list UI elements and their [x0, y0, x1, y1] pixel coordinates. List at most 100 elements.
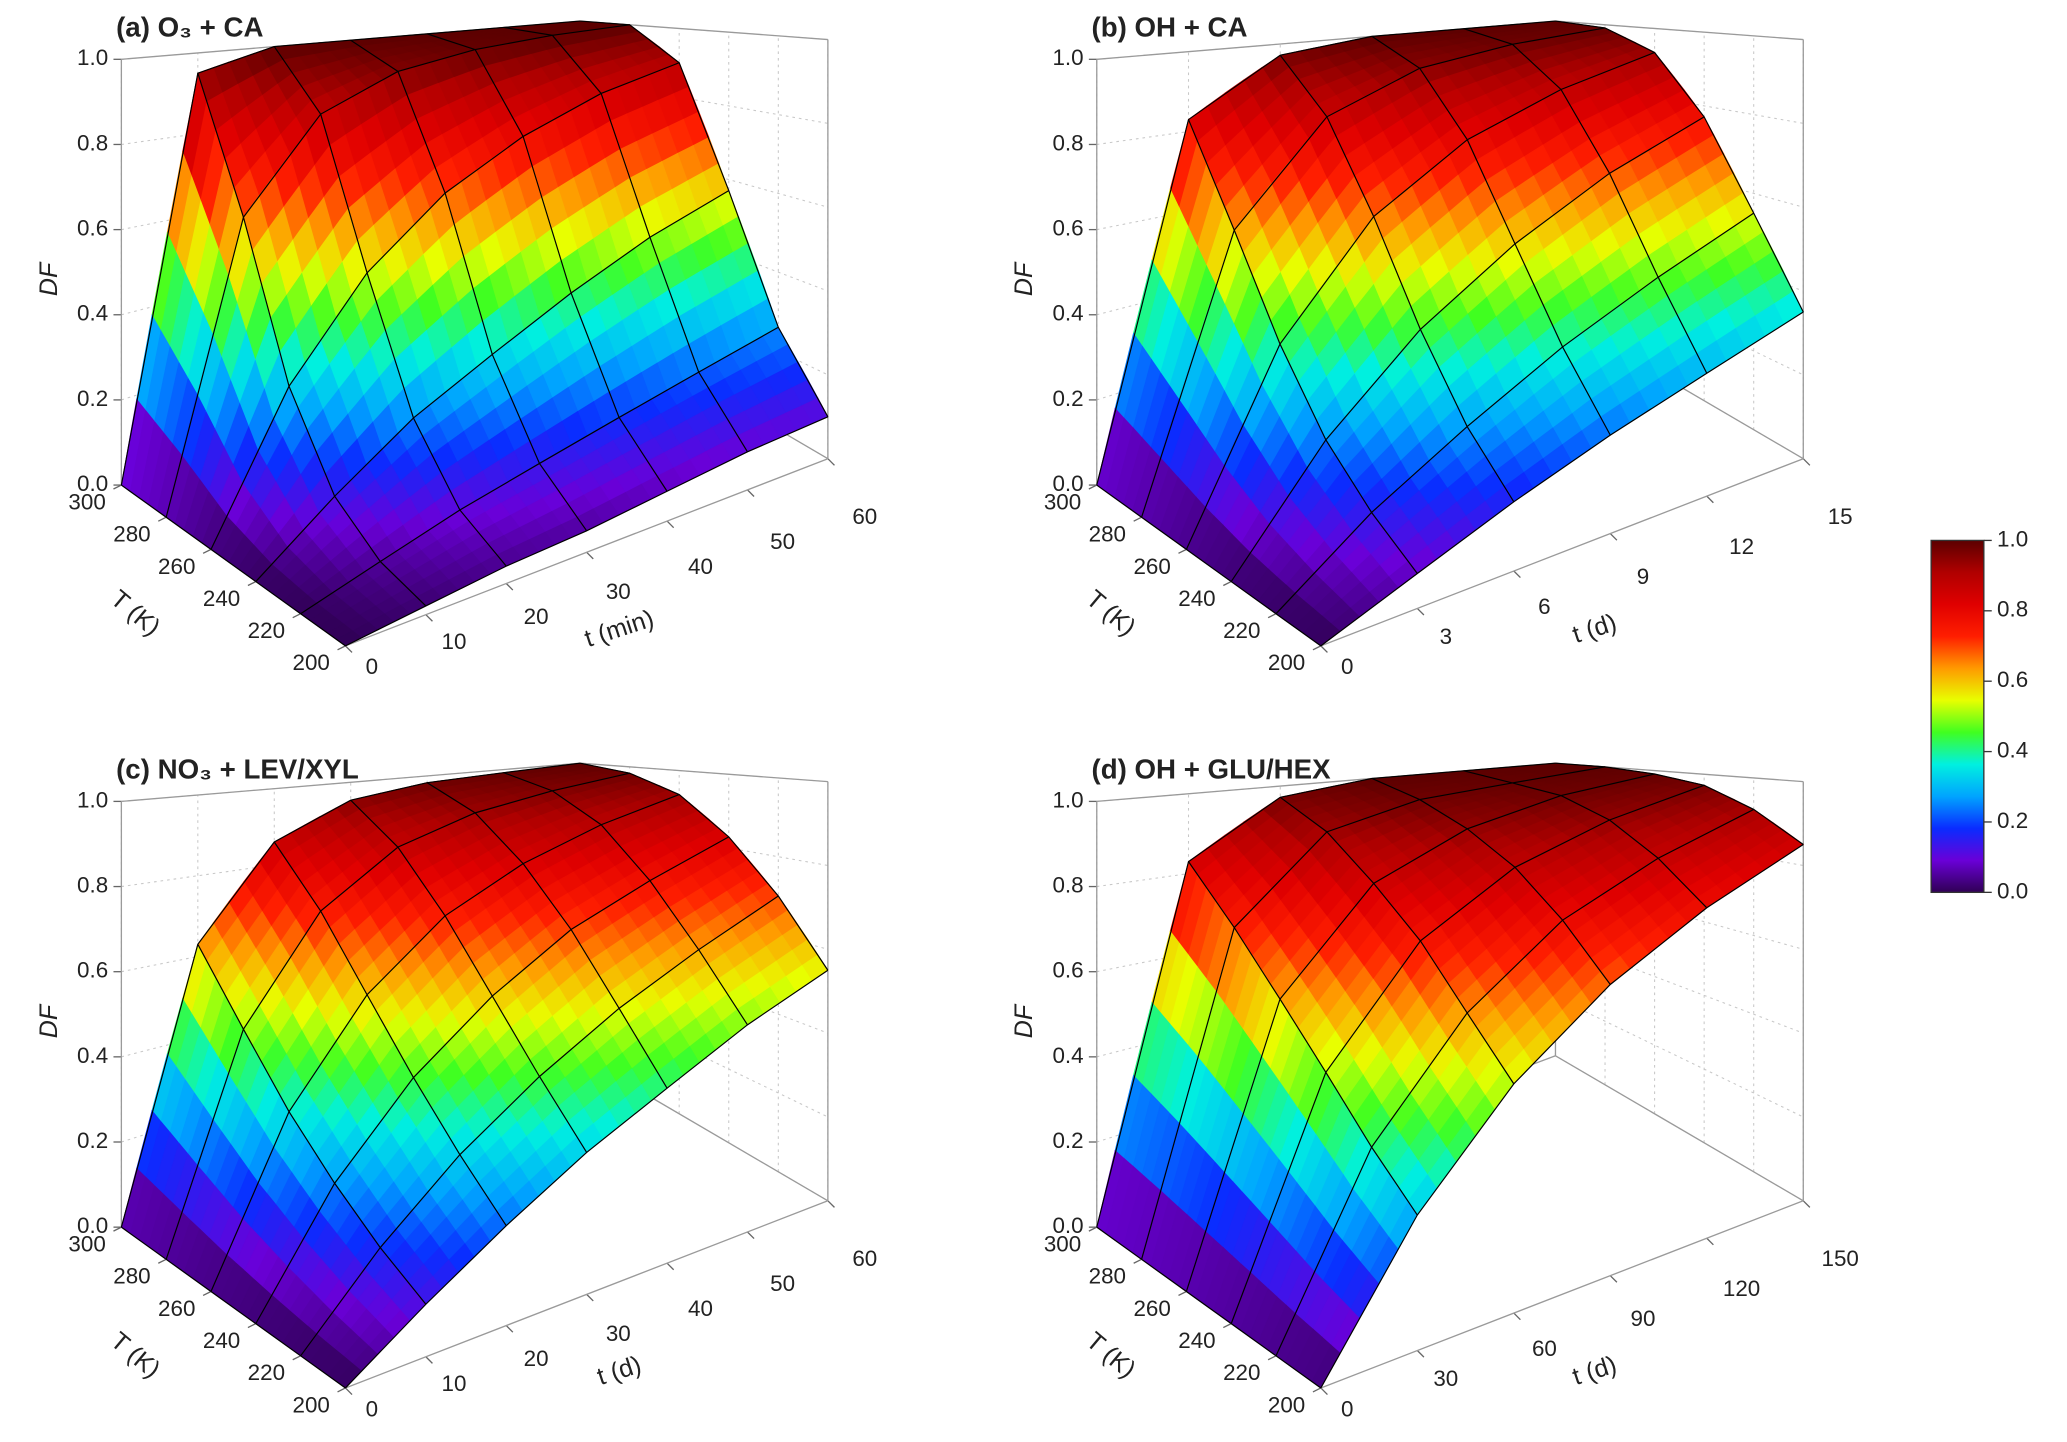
mesh-line	[1096, 484, 1322, 647]
mesh-line	[1371, 777, 1611, 985]
tick-mark	[1267, 1355, 1277, 1361]
tick-mark	[1088, 484, 1098, 490]
y-tick-label: 300	[68, 1232, 105, 1257]
x-tick-label: 30	[606, 579, 631, 604]
mesh-line	[503, 26, 748, 453]
y-axis-title: T (K)	[1081, 1327, 1141, 1384]
x-tick-label: 12	[1729, 534, 1754, 559]
x-axis-title: t (d)	[1569, 609, 1620, 649]
z-tick-label: 0.0	[1052, 471, 1083, 496]
axis-line	[580, 762, 828, 783]
x-axis-title: t (d)	[1569, 1351, 1620, 1391]
tick-mark	[1416, 607, 1425, 616]
x-tick-label: 0	[366, 654, 378, 679]
y-tick-label: 220	[1223, 618, 1260, 643]
mesh-line	[426, 33, 668, 492]
mesh-line	[121, 484, 346, 647]
mesh-line	[1555, 20, 1804, 313]
tick-mark	[1513, 1312, 1521, 1321]
tick-mark	[425, 614, 433, 622]
tick-mark	[1802, 458, 1811, 466]
tick-mark	[1320, 645, 1328, 653]
axis-line	[1555, 20, 1804, 41]
mesh-line	[197, 944, 427, 1305]
tick-mark	[666, 520, 675, 529]
tick-mark	[113, 484, 122, 490]
y-axis-title: T (K)	[105, 1327, 165, 1384]
z-tick-label: 0.2	[77, 386, 108, 411]
z-tick-label: 0.8	[77, 872, 108, 897]
mesh-line	[1230, 116, 1705, 582]
tick-mark	[1133, 516, 1142, 522]
tick-mark	[157, 1258, 167, 1264]
y-tick-label: 220	[1223, 1360, 1260, 1385]
x-tick-label: 15	[1828, 504, 1853, 529]
mesh-line	[1187, 119, 1418, 574]
z-tick-label: 0.6	[77, 958, 108, 983]
tick-mark	[505, 1325, 514, 1333]
mesh-line	[350, 39, 588, 532]
axis-line	[345, 458, 829, 647]
z-tick-label: 0.4	[1052, 1043, 1083, 1068]
z-tick-label: 0.2	[77, 1128, 108, 1153]
mesh-line	[1279, 54, 1515, 503]
y-tick-label: 260	[1133, 554, 1170, 579]
x-tick-label: 0	[1341, 1396, 1353, 1421]
z-axis-title: DF	[1010, 1003, 1038, 1038]
x-tick-label: 20	[524, 1346, 549, 1371]
x-axis-title: t (min)	[581, 604, 657, 653]
tick-mark	[1312, 1387, 1322, 1393]
tick-mark	[586, 551, 594, 560]
tick-mark	[747, 489, 755, 497]
tick-mark	[586, 1293, 594, 1302]
x-tick-label: 90	[1631, 1306, 1656, 1331]
tick-mark	[113, 1226, 122, 1232]
mesh-line	[1463, 28, 1708, 374]
x-tick-label: 6	[1538, 594, 1550, 619]
mesh-line	[1185, 773, 1655, 1292]
mesh-line	[273, 46, 507, 567]
mesh-line	[273, 841, 507, 1227]
y-tick-label: 260	[158, 1296, 195, 1321]
axis-line	[1320, 458, 1804, 647]
x-tick-label: 40	[688, 554, 713, 579]
y-tick-label: 220	[248, 618, 285, 643]
z-tick-label: 0.8	[1052, 872, 1083, 897]
tick-mark	[505, 583, 514, 591]
x-tick-label: 150	[1821, 1246, 1858, 1271]
tick-mark	[337, 1387, 346, 1393]
tick-mark	[1267, 613, 1277, 619]
mesh-line	[1463, 770, 1708, 909]
z-axis-title: DF	[35, 1003, 63, 1038]
x-tick-label: 20	[524, 604, 549, 629]
z-tick-label: 1.0	[77, 45, 108, 70]
y-tick-label: 200	[1268, 1392, 1305, 1417]
chart-title: (d) OH + GLU/HEX	[1091, 753, 1331, 784]
axis-line	[121, 762, 581, 803]
tick-mark	[1223, 580, 1232, 587]
z-tick-label: 0.2	[1052, 1128, 1083, 1153]
mesh-line	[1230, 784, 1705, 1324]
z-tick-label: 0.0	[1052, 1213, 1083, 1238]
z-tick-label: 0.6	[1052, 958, 1083, 983]
tick-mark	[292, 1355, 301, 1361]
axis-line	[1320, 1200, 1804, 1389]
tick-mark	[1609, 533, 1618, 541]
mesh-line	[1371, 35, 1611, 436]
tick-mark	[1706, 1237, 1714, 1246]
tick-mark	[1802, 1200, 1811, 1208]
mesh-line	[503, 772, 748, 1026]
colorbar-tick-label: 0.0	[1997, 878, 2028, 903]
y-axis-title: T (K)	[1081, 585, 1141, 642]
tick-mark	[1609, 1275, 1618, 1283]
z-axis-title: DF	[1010, 261, 1038, 296]
colorbar	[1930, 539, 1985, 894]
x-tick-label: 10	[442, 1371, 467, 1396]
y-tick-label: 280	[113, 522, 150, 547]
mesh-line	[1275, 808, 1754, 1357]
z-tick-label: 0.0	[77, 471, 108, 496]
y-tick-label: 280	[1089, 1264, 1126, 1289]
colorbar-tick-label: 0.6	[1997, 667, 2028, 692]
mesh-line	[1185, 51, 1655, 550]
